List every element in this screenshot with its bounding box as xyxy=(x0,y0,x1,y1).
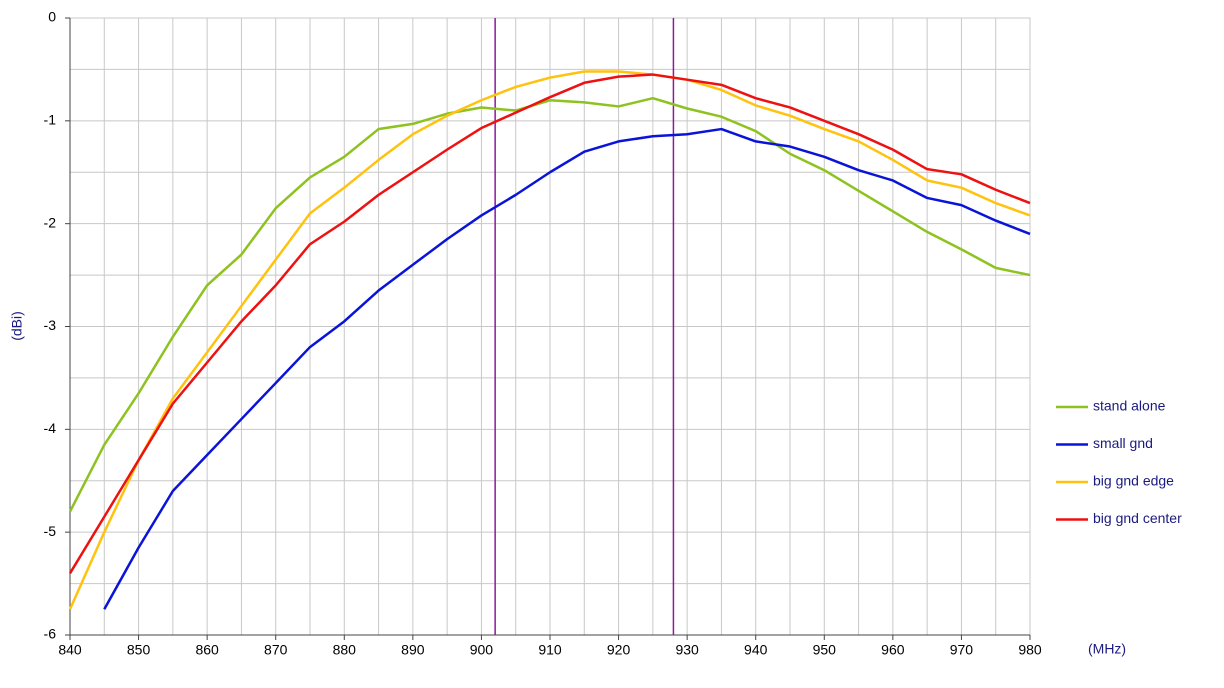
y-axis-label: (dBi) xyxy=(9,311,25,341)
y-tick-label: -1 xyxy=(44,112,57,128)
x-tick-label: 970 xyxy=(950,642,974,658)
x-tick-label: 940 xyxy=(744,642,768,658)
x-tick-label: 910 xyxy=(538,642,562,658)
legend-label: big gnd edge xyxy=(1093,473,1174,489)
x-axis-label: (MHz) xyxy=(1088,641,1126,657)
legend-label: stand alone xyxy=(1093,398,1166,414)
y-tick-label: -2 xyxy=(44,214,57,230)
y-tick-label: 0 xyxy=(48,9,56,25)
x-tick-label: 880 xyxy=(333,642,357,658)
series-line xyxy=(68,96,1031,513)
x-tick-label: 980 xyxy=(1018,642,1042,658)
x-tick-label: 920 xyxy=(607,642,631,658)
x-tick-label: 900 xyxy=(470,642,494,658)
x-tick-label: 860 xyxy=(195,642,219,658)
x-tick-label: 950 xyxy=(813,642,837,658)
y-tick-label: -4 xyxy=(44,420,57,436)
legend-label: big gnd center xyxy=(1093,510,1182,526)
series-line xyxy=(68,73,1031,574)
x-tick-label: 840 xyxy=(58,642,82,658)
x-tick-label: 960 xyxy=(881,642,905,658)
x-tick-label: 930 xyxy=(675,642,699,658)
legend-label: small gnd xyxy=(1093,435,1153,451)
x-tick-label: 890 xyxy=(401,642,425,658)
x-tick-label: 870 xyxy=(264,642,288,658)
series-line xyxy=(103,127,1031,610)
x-tick-label: 850 xyxy=(127,642,151,658)
y-tick-label: -6 xyxy=(44,626,57,642)
y-tick-label: -3 xyxy=(44,317,57,333)
y-tick-label: -5 xyxy=(44,523,57,539)
series-line xyxy=(68,70,1031,610)
